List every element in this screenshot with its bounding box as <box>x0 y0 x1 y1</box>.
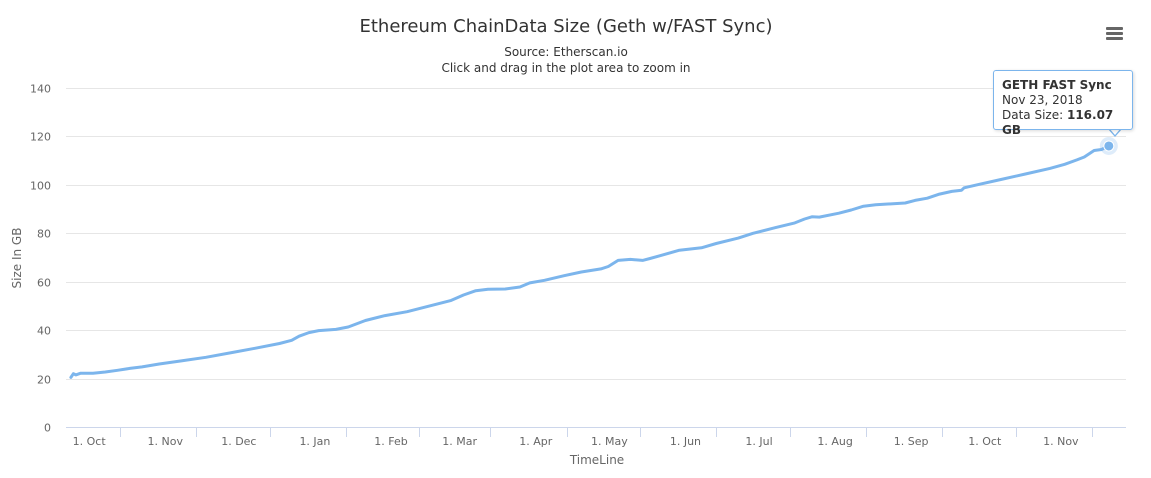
y-tick-label: 120 <box>30 131 51 144</box>
y-axis: 0 20 40 60 80 100 120 140 <box>30 83 51 435</box>
x-tick-label: 1. Oct <box>968 435 1002 448</box>
x-tick-label: 1. Sep <box>894 435 929 448</box>
x-tick-label: 1. Feb <box>374 435 407 448</box>
chart-title: Ethereum ChainData Size (Geth w/FAST Syn… <box>359 16 773 37</box>
menu-bar <box>1106 37 1123 40</box>
series-line <box>69 144 1111 379</box>
tooltip-value-line: Data Size: 116.07 GB <box>1002 108 1124 138</box>
tooltip: GETH FAST Sync Nov 23, 2018 Data Size: 1… <box>993 70 1133 137</box>
x-tick-label: 1. Mar <box>442 435 477 448</box>
series-layer <box>69 136 1118 379</box>
x-axis: 1. Oct 1. Nov 1. Dec 1. Jan 1. Feb 1. Mar 1. A… <box>66 427 1126 448</box>
y-tick-label: 20 <box>37 374 51 387</box>
x-axis-title: TimeLine <box>569 453 624 467</box>
x-tick-label: 1. May <box>591 435 628 448</box>
tooltip-pointer-inner <box>1109 128 1121 135</box>
x-tick-label: 1. Jul <box>745 435 772 448</box>
x-tick-label: 1. Dec <box>221 435 256 448</box>
chart-subtitle-hint: Click and drag in the plot area to zoom … <box>441 61 691 75</box>
tooltip-series-name: GETH FAST Sync <box>1002 78 1112 92</box>
menu-bar <box>1106 27 1123 30</box>
y-tick-label: 100 <box>30 180 51 193</box>
y-tick-label: 80 <box>37 228 51 241</box>
tooltip-value: 116.07 GB <box>1002 108 1114 137</box>
y-axis-title: Size In GB <box>10 228 24 289</box>
y-tick-label: 40 <box>37 325 51 338</box>
x-tick-label: 1. Aug <box>817 435 852 448</box>
hamburger-menu-icon[interactable] <box>1100 22 1128 46</box>
y-tick-label: 140 <box>30 83 51 96</box>
chart-subtitle-source: Source: Etherscan.io <box>504 45 628 59</box>
hover-point <box>1103 140 1115 152</box>
y-tick-label: 60 <box>37 277 51 290</box>
x-tick-label: 1. Jun <box>670 435 701 448</box>
y-tick-label: 0 <box>44 422 51 435</box>
x-tick-label: 1. Oct <box>73 435 107 448</box>
menu-bar <box>1106 32 1123 35</box>
x-tick-label: 1. Apr <box>519 435 552 448</box>
tooltip-date: Nov 23, 2018 <box>1002 93 1083 107</box>
x-tick-label: 1. Nov <box>148 435 184 448</box>
tooltip-value-label: Data Size: <box>1002 108 1067 122</box>
x-tick-label: 1. Jan <box>299 435 330 448</box>
gridlines <box>66 88 1126 380</box>
x-tick-label: 1. Nov <box>1043 435 1079 448</box>
